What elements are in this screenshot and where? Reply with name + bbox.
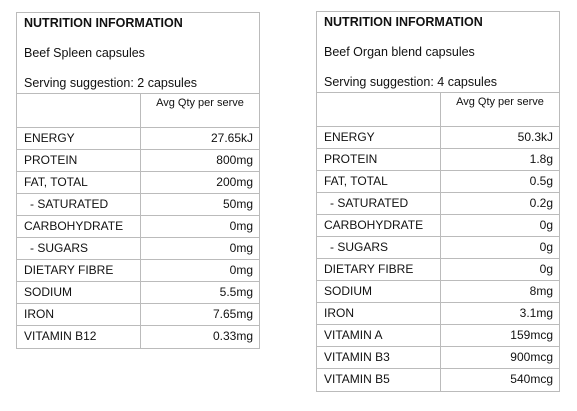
nutrient-value: 1.8g [529,152,553,166]
nutrient-label: DIETARY FIBRE [317,259,441,280]
nutrient-row: - SUGARS 0g [317,237,559,259]
nutrient-row: VITAMIN B5 540mcg [317,369,559,391]
column-header-row: Avg Qty per serve [317,93,559,127]
nutrient-row: SODIUM 8mg [317,281,559,303]
nutrient-label: CARBOHYDRATE [17,216,141,237]
nutrition-panel: NUTRITION INFORMATION Beef Organ blend ca… [316,11,560,392]
nutrient-value: 50mg [222,197,253,211]
panel-title: NUTRITION INFORMATION [24,16,183,30]
nutrient-row: - SATURATED 50mg [17,194,259,216]
nutrient-row: VITAMIN B3 900mcg [317,347,559,369]
nutrient-label: PROTEIN [317,149,441,170]
column-header-row: Avg Qty per serve [17,94,259,128]
serving-suggestion: Serving suggestion: 4 capsules [324,75,498,89]
nutrient-row: - SUGARS 0mg [17,238,259,260]
product-name: Beef Organ blend capsules [324,45,475,59]
nutrient-row: IRON 3.1mg [317,303,559,325]
serving-suggestion: Serving suggestion: 2 capsules [24,76,198,90]
nutrient-value: 0mg [229,241,253,255]
nutrient-row: PROTEIN 800mg [17,150,259,172]
nutrient-value: 27.65kJ [210,131,253,145]
nutrient-label: - SUGARS [317,237,441,258]
nutrient-row: DIETARY FIBRE 0mg [17,260,259,282]
empty-cell [317,93,441,126]
product-name: Beef Spleen capsules [24,46,145,60]
nutrient-value: 0.33mg [212,329,253,343]
panel-title: NUTRITION INFORMATION [324,15,483,29]
nutrient-value: 0g [539,218,553,232]
nutrient-row: CARBOHYDRATE 0mg [17,216,259,238]
nutrient-row: FAT, TOTAL 0.5g [317,171,559,193]
nutrient-label: ENERGY [317,127,441,148]
nutrient-value: 200mg [216,175,253,189]
nutrient-label: FAT, TOTAL [17,172,141,193]
nutrient-label: VITAMIN B5 [317,369,441,391]
nutrient-value: 8mg [529,284,553,298]
nutrient-row: PROTEIN 1.8g [317,149,559,171]
nutrient-label: - SATURATED [317,193,441,214]
nutrition-panel: NUTRITION INFORMATION Beef Spleen capsule… [16,12,260,349]
nutrient-value: 0.2g [529,196,553,210]
nutrient-value: 0mg [229,219,253,233]
nutrient-row: ENERGY 27.65kJ [17,128,259,150]
nutrient-label: VITAMIN B12 [17,326,141,348]
column-header: Avg Qty per serve [156,97,244,109]
nutrient-row: FAT, TOTAL 200mg [17,172,259,194]
nutrient-label: - SUGARS [17,238,141,259]
nutrient-row: VITAMIN A 159mcg [317,325,559,347]
nutrient-row: DIETARY FIBRE 0g [317,259,559,281]
nutrient-label: DIETARY FIBRE [17,260,141,281]
nutrient-value: 0g [539,240,553,254]
nutrient-row: IRON 7.65mg [17,304,259,326]
column-header: Avg Qty per serve [456,96,544,108]
nutrient-value: 159mcg [510,328,553,342]
nutrient-row: VITAMIN B12 0.33mg [17,326,259,348]
nutrient-row: CARBOHYDRATE 0g [317,215,559,237]
nutrient-value: 7.65mg [212,307,253,321]
nutrient-value: 0.5g [529,174,553,188]
nutrient-row: SODIUM 5.5mg [17,282,259,304]
nutrient-value: 0g [539,262,553,276]
nutrient-label: - SATURATED [17,194,141,215]
nutrient-label: IRON [17,304,141,325]
nutrient-value: 540mcg [510,372,553,386]
nutrient-label: SODIUM [17,282,141,303]
nutrient-row: - SATURATED 0.2g [317,193,559,215]
nutrient-value: 50.3kJ [517,130,553,144]
nutrient-label: FAT, TOTAL [317,171,441,192]
nutrient-value: 800mg [216,153,253,167]
empty-cell [17,94,141,127]
nutrient-value: 5.5mg [219,285,253,299]
nutrient-label: CARBOHYDRATE [317,215,441,236]
nutrient-label: VITAMIN B3 [317,347,441,368]
nutrient-row: ENERGY 50.3kJ [317,127,559,149]
nutrient-value: 900mcg [510,350,553,364]
nutrient-label: SODIUM [317,281,441,302]
nutrient-value: 0mg [229,263,253,277]
nutrient-label: PROTEIN [17,150,141,171]
nutrient-label: ENERGY [17,128,141,149]
panel-header: NUTRITION INFORMATION Beef Organ blend ca… [317,12,559,93]
nutrient-label: IRON [317,303,441,324]
nutrient-value: 3.1mg [519,306,553,320]
nutrient-label: VITAMIN A [317,325,441,346]
panel-header: NUTRITION INFORMATION Beef Spleen capsule… [17,13,259,94]
